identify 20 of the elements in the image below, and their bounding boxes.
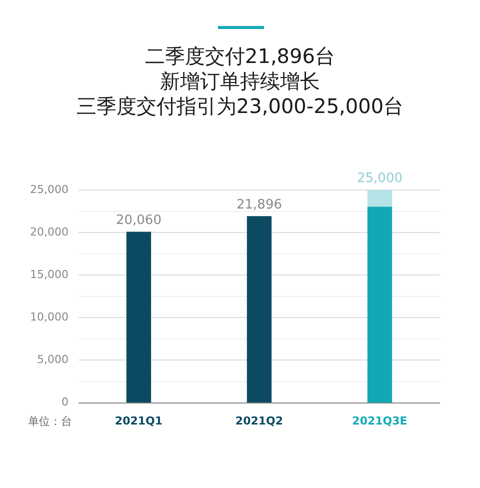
x-tick-label: 2021Q2: [235, 414, 284, 428]
data-label: 20,060: [116, 212, 162, 228]
bar: [367, 206, 392, 403]
x-tick-label: 2021Q1: [114, 414, 163, 428]
y-tick-label: 20,000: [30, 225, 68, 238]
data-label: 21,896: [236, 197, 282, 212]
y-tick-label: 25,000: [30, 182, 68, 196]
x-tick-label: 2021Q3E: [352, 414, 408, 428]
y-tick-label: 5,000: [36, 353, 68, 366]
bar: [126, 232, 152, 403]
y-tick-label: 10,000: [30, 310, 68, 324]
y-tick-label: 15,000: [30, 268, 68, 281]
chart-subtitle: 新增订单持续增长: [159, 69, 321, 94]
total-label: 25,000: [357, 170, 402, 186]
text: 单位：台: [28, 414, 72, 429]
bar: [246, 216, 272, 403]
y-tick-label: 0: [61, 396, 68, 409]
bar: [367, 190, 392, 208]
text: 三季度交付指引为23,000-25,000台: [75, 94, 405, 119]
chart-title: 二季度交付21,896台: [144, 44, 336, 69]
